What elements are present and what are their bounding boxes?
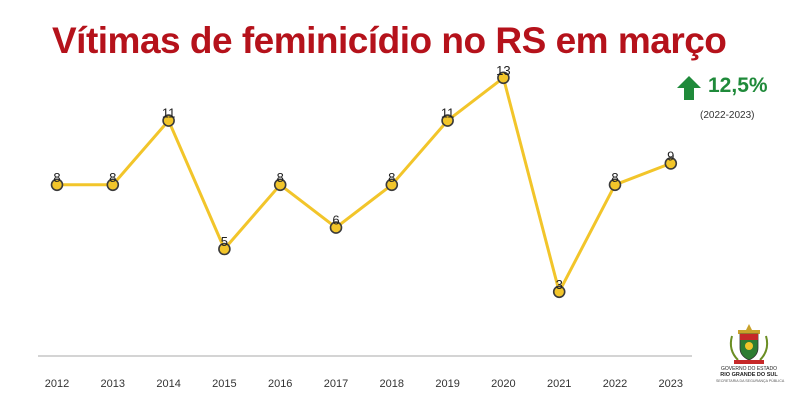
data-label-2023: 9 xyxy=(667,148,674,163)
x-tick-2016: 2016 xyxy=(268,378,292,390)
x-tick-2023: 2023 xyxy=(659,378,683,390)
x-tick-2014: 2014 xyxy=(156,378,180,390)
data-label-2020: 13 xyxy=(496,63,510,78)
chart-title: Vítimas de feminicídio no RS em março xyxy=(52,20,727,61)
data-point-2022 xyxy=(608,178,622,192)
x-tick-labels: 2012 2013 2014 2015 2016 2017 2018 2019 2020 2021… xyxy=(45,378,683,390)
data-point-2023 xyxy=(664,157,678,170)
arrow-up-icon xyxy=(677,76,701,100)
data-point-2019 xyxy=(441,114,454,127)
data-label-2013: 8 xyxy=(109,170,116,185)
markers xyxy=(50,71,678,299)
data-label-2014: 11 xyxy=(162,106,176,121)
data-point-2017 xyxy=(329,221,343,234)
data-label-2019: 11 xyxy=(441,106,455,121)
growth-period: (2022-2023) xyxy=(700,110,755,121)
data-label-2015: 5 xyxy=(221,234,228,249)
logo-line1: GOVERNO DO ESTADO xyxy=(720,366,778,372)
x-tick-2019: 2019 xyxy=(435,378,459,390)
data-label-2012: 8 xyxy=(53,170,60,185)
data-point-2016 xyxy=(273,178,287,192)
state-crest-icon xyxy=(729,324,769,364)
data-point-2014 xyxy=(162,114,175,127)
data-label-2018: 8 xyxy=(388,170,395,185)
logo-line2: RIO GRANDE DO SUL xyxy=(720,372,778,378)
data-point-2015 xyxy=(218,242,231,256)
logo-line3: SECRETARIA DA SEGURANÇA PÚBLICA xyxy=(716,379,785,383)
growth-indicator: 12,5% xyxy=(676,72,786,106)
x-tick-2021: 2021 xyxy=(547,378,571,390)
data-label-2021: 3 xyxy=(556,277,563,292)
x-tick-2017: 2017 xyxy=(324,378,348,390)
data-labels: 8 8 11 5 8 6 8 11 13 3 8 9 xyxy=(53,63,674,292)
data-point-2012 xyxy=(50,178,64,192)
x-tick-2022: 2022 xyxy=(603,378,627,390)
x-tick-2020: 2020 xyxy=(491,378,515,390)
x-tick-2018: 2018 xyxy=(380,378,404,390)
x-tick-2013: 2013 xyxy=(101,378,125,390)
series-line xyxy=(57,76,672,294)
data-label-2017: 6 xyxy=(332,213,339,228)
data-point-2020 xyxy=(497,71,510,85)
growth-value: 12,5% xyxy=(708,74,768,97)
data-label-2022: 8 xyxy=(611,170,618,185)
government-logo: GOVERNO DO ESTADO RIO GRANDE DO SUL SECR… xyxy=(716,322,785,392)
data-label-2016: 8 xyxy=(277,170,284,185)
x-tick-2015: 2015 xyxy=(212,378,236,390)
data-point-2018 xyxy=(385,178,399,192)
data-point-2013 xyxy=(106,178,120,192)
data-point-2021 xyxy=(552,285,566,299)
x-tick-2012: 2012 xyxy=(45,378,69,390)
